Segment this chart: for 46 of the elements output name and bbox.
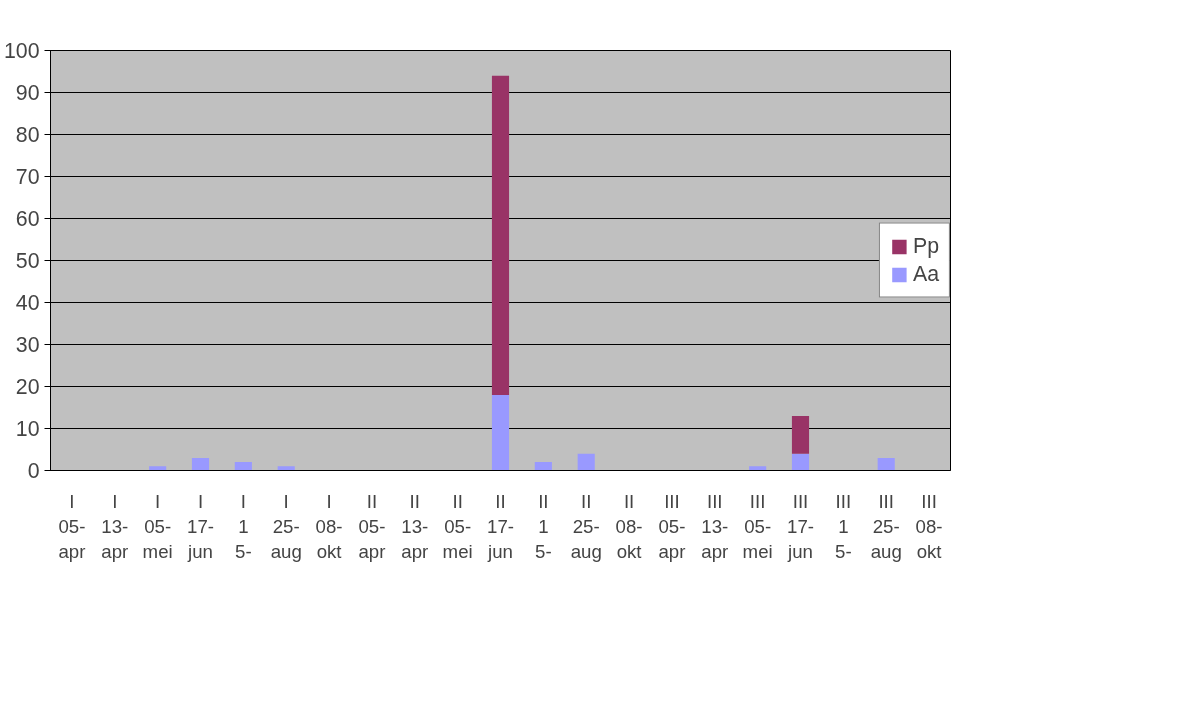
bar [191,457,210,471]
x-tick-label: III 17- jun [787,490,814,562]
bar [749,466,767,471]
x-tick-label: III 1 5- [835,490,852,562]
x-tick-label: I 08- okt [315,490,343,562]
x-tick-label: II 1 5- [535,490,552,562]
x-tick-label: III 13- apr [701,490,729,562]
legend-label: Aa [912,261,939,287]
y-tick-label: 100 [3,39,40,63]
y-tick-label: 70 [15,165,40,189]
x-tick-label: II 05- apr [358,490,386,562]
x-tick-label: I 05- apr [58,490,86,562]
y-tick-label: 20 [15,375,40,399]
x-tick-label: II 13- apr [401,490,429,562]
y-tick-label: 60 [15,207,40,231]
bar [149,466,167,471]
x-tick-label: II 25- aug [570,490,602,562]
x-tick-label: I 13- apr [101,490,129,562]
y-tick-label: 80 [15,123,40,147]
bar [791,415,810,454]
legend-label: Pp [912,233,939,259]
x-tick-label: III 08- okt [915,490,943,562]
x-tick-label: II 05- mei [442,490,473,562]
x-tick-label: III 05- mei [742,490,773,562]
x-tick-label: III 25- aug [870,490,902,562]
bar [491,75,510,395]
x-tick-label: II 17- jun [487,490,514,562]
bar [791,453,810,471]
bar [534,462,552,471]
x-tick-label: II 08- okt [615,490,643,562]
bar [577,453,595,471]
y-tick-label: 30 [15,333,40,357]
y-tick-label: 50 [15,249,40,273]
y-tick-label: 90 [15,81,40,105]
x-tick-label: I 25- aug [270,490,302,562]
x-tick-label: III 05- apr [658,490,686,562]
bar [491,394,510,471]
y-tick-label: 10 [15,417,40,441]
x-tick-label: I 1 5- [235,490,252,562]
bar [234,462,252,471]
x-tick-label: I 05- mei [142,490,173,562]
y-tick-label: 0 [27,459,40,483]
bar [877,457,895,471]
y-tick-label: 40 [15,291,40,315]
x-tick-label: I 17- jun [187,490,214,562]
bar [277,466,295,471]
